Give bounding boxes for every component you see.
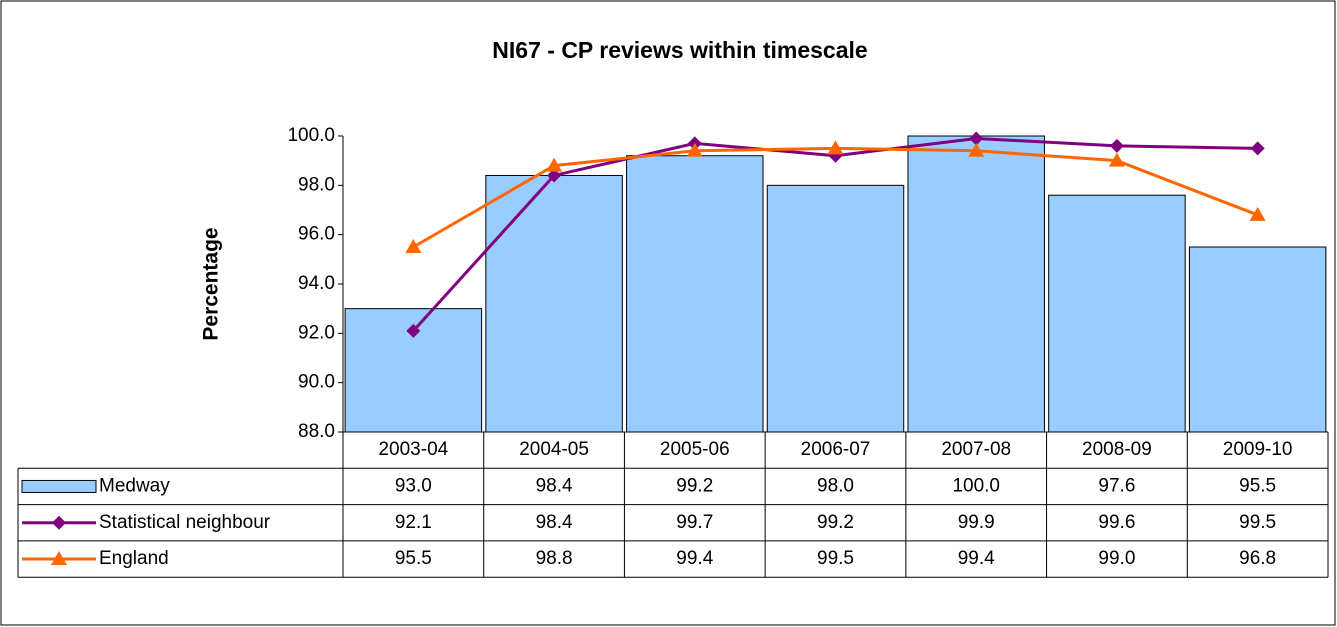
bar — [1048, 194, 1186, 433]
table-value: 99.6 — [1098, 512, 1135, 533]
table-value: 99.7 — [676, 512, 713, 533]
x-tick-label: 2005-06 — [660, 439, 730, 460]
bar — [626, 155, 764, 433]
x-tick-label: 2009-10 — [1223, 439, 1293, 460]
marker — [968, 142, 985, 157]
x-tick-label: 2006-07 — [801, 439, 871, 460]
legend-label: Medway — [99, 475, 170, 496]
chart-title: NI67 - CP reviews within timescale — [492, 37, 867, 63]
table-value: 99.2 — [676, 475, 713, 496]
marker — [1250, 141, 1265, 156]
legend-marker — [52, 515, 66, 530]
legend-key — [21, 479, 97, 493]
table-value: 98.4 — [536, 475, 573, 496]
legend-label: England — [99, 548, 169, 569]
marker — [686, 142, 703, 157]
table-value: 99.4 — [676, 548, 713, 569]
table-value: 97.6 — [1098, 475, 1135, 496]
x-tick-label: 2004-05 — [519, 439, 589, 460]
table-value: 99.4 — [958, 548, 995, 569]
table-value: 99.9 — [958, 512, 995, 533]
marker — [406, 323, 421, 338]
table-value: 93.0 — [395, 475, 432, 496]
table-value: 100.0 — [952, 475, 1000, 496]
marker — [827, 140, 844, 155]
y-tick-label: 90.0 — [298, 372, 335, 393]
y-tick-label: 96.0 — [298, 224, 335, 245]
marker — [546, 157, 563, 172]
table-value: 96.8 — [1239, 548, 1276, 569]
bar — [485, 174, 623, 433]
y-tick-label: 98.0 — [298, 174, 335, 195]
table-value: 98.8 — [536, 548, 573, 569]
table-value: 95.5 — [1239, 475, 1276, 496]
x-tick-label: 2007-08 — [941, 439, 1011, 460]
legend-label: Statistical neighbour — [99, 512, 271, 533]
legend-marker — [51, 551, 67, 566]
x-tick-label: 2008-09 — [1082, 439, 1152, 460]
marker — [969, 131, 984, 146]
bar — [1188, 246, 1327, 433]
table-value: 98.4 — [536, 512, 573, 533]
bar — [907, 135, 1045, 433]
marker — [1109, 138, 1124, 153]
y-axis-label: Percentage — [200, 227, 223, 340]
table-value: 95.5 — [395, 548, 432, 569]
x-tick-label: 2003-04 — [378, 439, 448, 460]
marker — [1249, 206, 1266, 221]
table-value: 98.0 — [817, 475, 854, 496]
bar — [766, 184, 905, 433]
marker — [547, 168, 562, 183]
table-value: 92.1 — [395, 512, 432, 533]
y-tick-label: 100.0 — [287, 125, 335, 146]
table-value: 99.5 — [1239, 512, 1276, 533]
table-value: 99.0 — [1098, 548, 1135, 569]
table-value: 99.2 — [817, 512, 854, 533]
marker — [1108, 152, 1125, 167]
y-tick-label: 94.0 — [298, 273, 335, 294]
y-tick-label: 88.0 — [298, 421, 335, 442]
marker — [405, 239, 422, 253]
y-tick-label: 92.0 — [298, 322, 335, 343]
table-value: 99.5 — [817, 548, 854, 569]
